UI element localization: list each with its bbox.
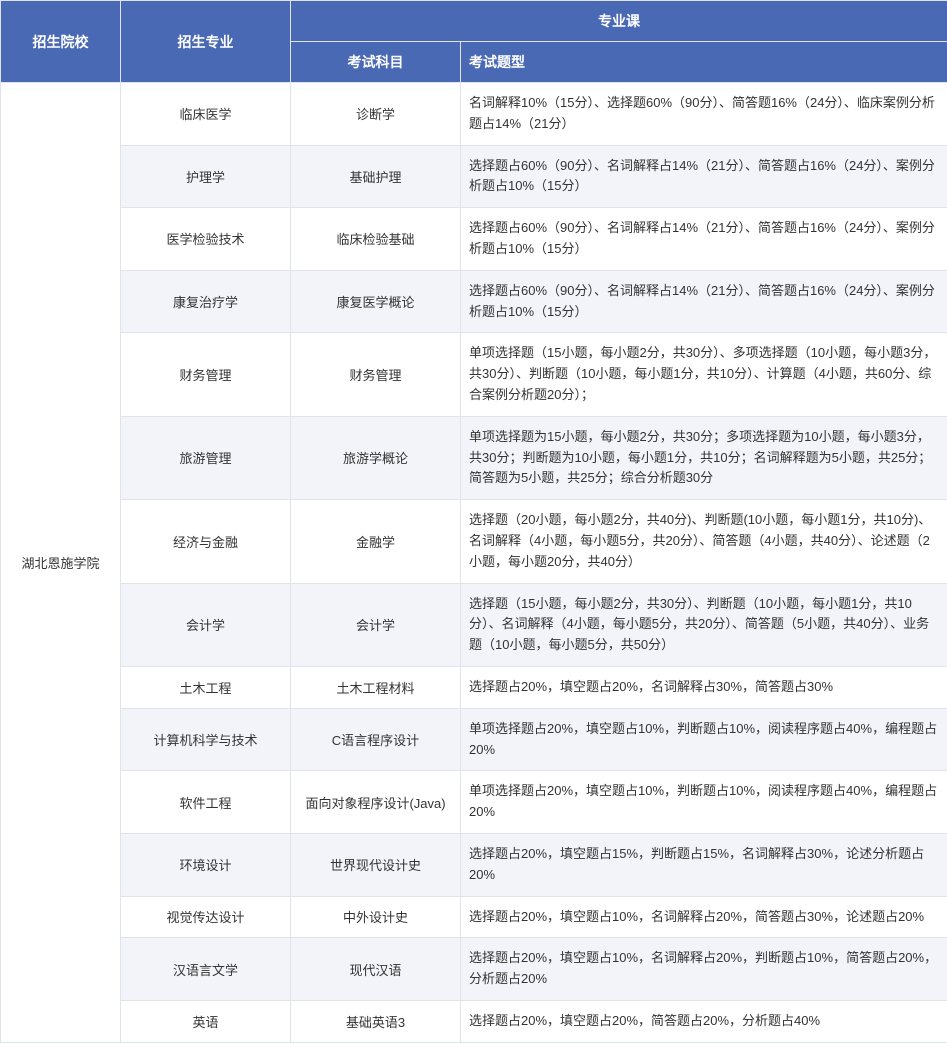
subject-cell: 金融学 <box>291 500 461 583</box>
exam-type-cell: 选择题（20小题，每小题2分，共40分)、判断题(10小题，每小题1分，共10分… <box>461 500 947 583</box>
major-cell: 英语 <box>121 1000 291 1042</box>
admissions-table: 招生院校 招生专业 专业课 考试科目 考试题型 湖北恩施学院临床医学诊断学名词解… <box>0 0 947 1043</box>
table-row: 旅游管理旅游学概论单项选择题为15小题，每小题2分，共30分；多项选择题为10小… <box>1 416 947 499</box>
subject-cell: 中外设计史 <box>291 896 461 938</box>
table-row: 康复治疗学康复医学概论选择题占60%（90分）、名词解释占14%（21分）、简答… <box>1 270 947 333</box>
exam-type-cell: 单项选择题（15小题，每小题2分，共30分）、多项选择题（10小题，每小题3分，… <box>461 333 947 416</box>
table-header: 招生院校 招生专业 专业课 考试科目 考试题型 <box>1 1 947 83</box>
subject-cell: 基础护理 <box>291 145 461 208</box>
table-row: 湖北恩施学院临床医学诊断学名词解释10%（15分）、选择题60%（90分）、简答… <box>1 83 947 146</box>
table-row: 计算机科学与技术C语言程序设计单项选择题占20%，填空题占10%，判断题占10%… <box>1 708 947 771</box>
subject-cell: 世界现代设计史 <box>291 833 461 896</box>
header-exam-subject: 考试科目 <box>291 42 461 83</box>
exam-type-cell: 选择题占20%，填空题占20%，简答题占20%，分析题占40% <box>461 1000 947 1042</box>
subject-cell: 旅游学概论 <box>291 416 461 499</box>
major-cell: 软件工程 <box>121 771 291 834</box>
major-cell: 旅游管理 <box>121 416 291 499</box>
subject-cell: 面向对象程序设计(Java) <box>291 771 461 834</box>
major-cell: 视觉传达设计 <box>121 896 291 938</box>
major-cell: 医学检验技术 <box>121 208 291 271</box>
exam-type-cell: 名词解释10%（15分）、选择题60%（90分）、简答题16%（24分）、临床案… <box>461 83 947 146</box>
subject-cell: C语言程序设计 <box>291 708 461 771</box>
major-cell: 土木工程 <box>121 666 291 708</box>
table-row: 汉语言文学现代汉语选择题占20%，填空题占10%，名词解释占20%，判断题占10… <box>1 938 947 1001</box>
subject-cell: 土木工程材料 <box>291 666 461 708</box>
table-row: 会计学会计学选择题（15小题，每小题2分，共30分）、判断题（10小题，每小题1… <box>1 583 947 666</box>
table-row: 土木工程土木工程材料选择题占20%，填空题占20%，名词解释占30%，简答题占3… <box>1 666 947 708</box>
exam-type-cell: 选择题占60%（90分）、名词解释占14%（21分）、简答题占16%（24分）、… <box>461 270 947 333</box>
exam-type-cell: 单项选择题为15小题，每小题2分，共30分；多项选择题为10小题，每小题3分，共… <box>461 416 947 499</box>
header-institution: 招生院校 <box>1 1 121 83</box>
subject-cell: 现代汉语 <box>291 938 461 1001</box>
major-cell: 经济与金融 <box>121 500 291 583</box>
table-row: 环境设计世界现代设计史选择题占20%，填空题占15%，判断题占15%，名词解释占… <box>1 833 947 896</box>
header-major: 招生专业 <box>121 1 291 83</box>
major-cell: 财务管理 <box>121 333 291 416</box>
header-exam-type: 考试题型 <box>461 42 947 83</box>
subject-cell: 会计学 <box>291 583 461 666</box>
table-row: 医学检验技术临床检验基础选择题占60%（90分）、名词解释占14%（21分）、简… <box>1 208 947 271</box>
exam-type-cell: 选择题占20%，填空题占10%，名词解释占20%，简答题占30%，论述题占20% <box>461 896 947 938</box>
major-cell: 会计学 <box>121 583 291 666</box>
major-cell: 汉语言文学 <box>121 938 291 1001</box>
exam-type-cell: 选择题占60%（90分）、名词解释占14%（21分）、简答题占16%（24分）、… <box>461 145 947 208</box>
exam-type-cell: 单项选择题占20%，填空题占10%，判断题占10%，阅读程序题占40%，编程题占… <box>461 708 947 771</box>
exam-type-cell: 选择题（15小题，每小题2分，共30分）、判断题（10小题，每小题1分，共10分… <box>461 583 947 666</box>
subject-cell: 财务管理 <box>291 333 461 416</box>
major-cell: 临床医学 <box>121 83 291 146</box>
subject-cell: 诊断学 <box>291 83 461 146</box>
exam-type-cell: 选择题占20%，填空题占10%，名词解释占20%，判断题占10%，简答题占20%… <box>461 938 947 1001</box>
major-cell: 环境设计 <box>121 833 291 896</box>
table-row: 英语基础英语3选择题占20%，填空题占20%，简答题占20%，分析题占40% <box>1 1000 947 1042</box>
table-row: 经济与金融金融学选择题（20小题，每小题2分，共40分)、判断题(10小题，每小… <box>1 500 947 583</box>
table-row: 软件工程面向对象程序设计(Java)单项选择题占20%，填空题占10%，判断题占… <box>1 771 947 834</box>
table-row: 视觉传达设计中外设计史选择题占20%，填空题占10%，名词解释占20%，简答题占… <box>1 896 947 938</box>
major-cell: 护理学 <box>121 145 291 208</box>
exam-type-cell: 选择题占60%（90分）、名词解释占14%（21分）、简答题占16%（24分）、… <box>461 208 947 271</box>
subject-cell: 临床检验基础 <box>291 208 461 271</box>
header-pro-course: 专业课 <box>291 1 947 42</box>
table-body: 湖北恩施学院临床医学诊断学名词解释10%（15分）、选择题60%（90分）、简答… <box>1 83 947 1043</box>
table-row: 财务管理财务管理单项选择题（15小题，每小题2分，共30分）、多项选择题（10小… <box>1 333 947 416</box>
major-cell: 康复治疗学 <box>121 270 291 333</box>
table-row: 护理学基础护理选择题占60%（90分）、名词解释占14%（21分）、简答题占16… <box>1 145 947 208</box>
institution-cell: 湖北恩施学院 <box>1 83 121 1043</box>
exam-type-cell: 选择题占20%，填空题占20%，名词解释占30%，简答题占30% <box>461 666 947 708</box>
exam-type-cell: 选择题占20%，填空题占15%，判断题占15%，名词解释占30%，论述分析题占2… <box>461 833 947 896</box>
subject-cell: 康复医学概论 <box>291 270 461 333</box>
exam-type-cell: 单项选择题占20%，填空题占10%，判断题占10%，阅读程序题占40%，编程题占… <box>461 771 947 834</box>
major-cell: 计算机科学与技术 <box>121 708 291 771</box>
subject-cell: 基础英语3 <box>291 1000 461 1042</box>
